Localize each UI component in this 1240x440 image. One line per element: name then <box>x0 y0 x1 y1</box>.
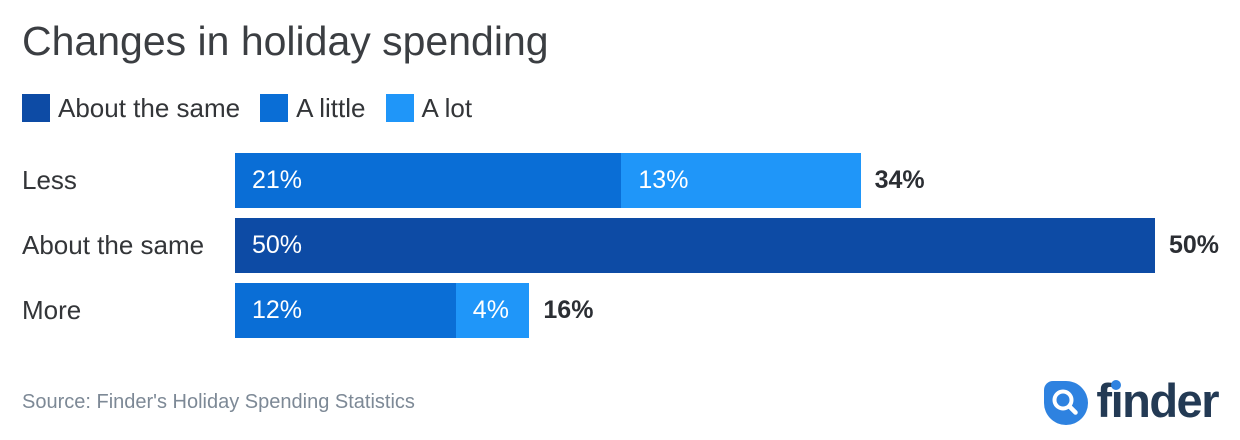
legend-swatch <box>385 94 414 123</box>
magnifier-icon <box>1052 389 1079 415</box>
bar-chart: Less 21% 13% 34% About the same 50% 50% Mor… <box>22 153 1219 339</box>
bar-value-label: 50% <box>252 231 303 260</box>
bar-value-label: 21% <box>252 166 303 195</box>
bar-segment-a-little: 12% <box>235 283 456 339</box>
source-note: Source: Finder's Holiday Spending Statis… <box>22 391 415 414</box>
logo-letter-i: ı <box>1110 374 1124 428</box>
footer: Source: Finder's Holiday Spending Statis… <box>22 374 1219 428</box>
finder-logo: fı nder <box>1044 374 1219 428</box>
legend-item-a-lot: A lot <box>385 93 473 124</box>
legend-label: About the same <box>58 93 241 124</box>
legend-swatch <box>260 94 289 123</box>
bar-segment-a-lot: 13% <box>621 153 861 209</box>
bar-value-label: 13% <box>638 166 689 195</box>
logo-i-dot <box>1111 380 1122 391</box>
row-total: 16% <box>543 296 594 325</box>
bar-value-label: 4% <box>472 296 509 325</box>
row-total: 34% <box>874 166 925 195</box>
legend-label: A lot <box>421 93 473 124</box>
legend-item-about-the-same: About the same <box>22 93 241 124</box>
finder-logo-word: fı nder <box>1096 374 1219 428</box>
bar-segment-a-lot: 4% <box>455 283 530 339</box>
finder-logo-mark <box>1044 380 1089 425</box>
legend: About the same A little A lot <box>22 93 1218 124</box>
row-label: More <box>22 295 82 326</box>
legend-label: A little <box>296 93 366 124</box>
row-track: 50% 50% <box>235 218 1219 274</box>
legend-swatch <box>22 94 50 123</box>
bar-segment-about-the-same: 50% <box>235 218 1155 274</box>
bar-row: More 12% 4% 16% <box>22 283 1218 339</box>
row-label: About the same <box>22 230 205 261</box>
row-track: 21% 13% 34% <box>235 153 1155 209</box>
row-label: Less <box>22 165 77 196</box>
bar-segment-a-little: 21% <box>235 153 622 209</box>
bar-row: About the same 50% 50% <box>22 218 1219 274</box>
row-track: 12% 4% 16% <box>235 283 1155 339</box>
bar-value-label: 12% <box>252 296 303 325</box>
legend-item-a-little: A little <box>260 93 366 124</box>
row-total: 50% <box>1169 231 1220 260</box>
chart-title: Changes in holiday spending <box>22 18 549 64</box>
bar-row: Less 21% 13% 34% <box>22 153 1218 209</box>
